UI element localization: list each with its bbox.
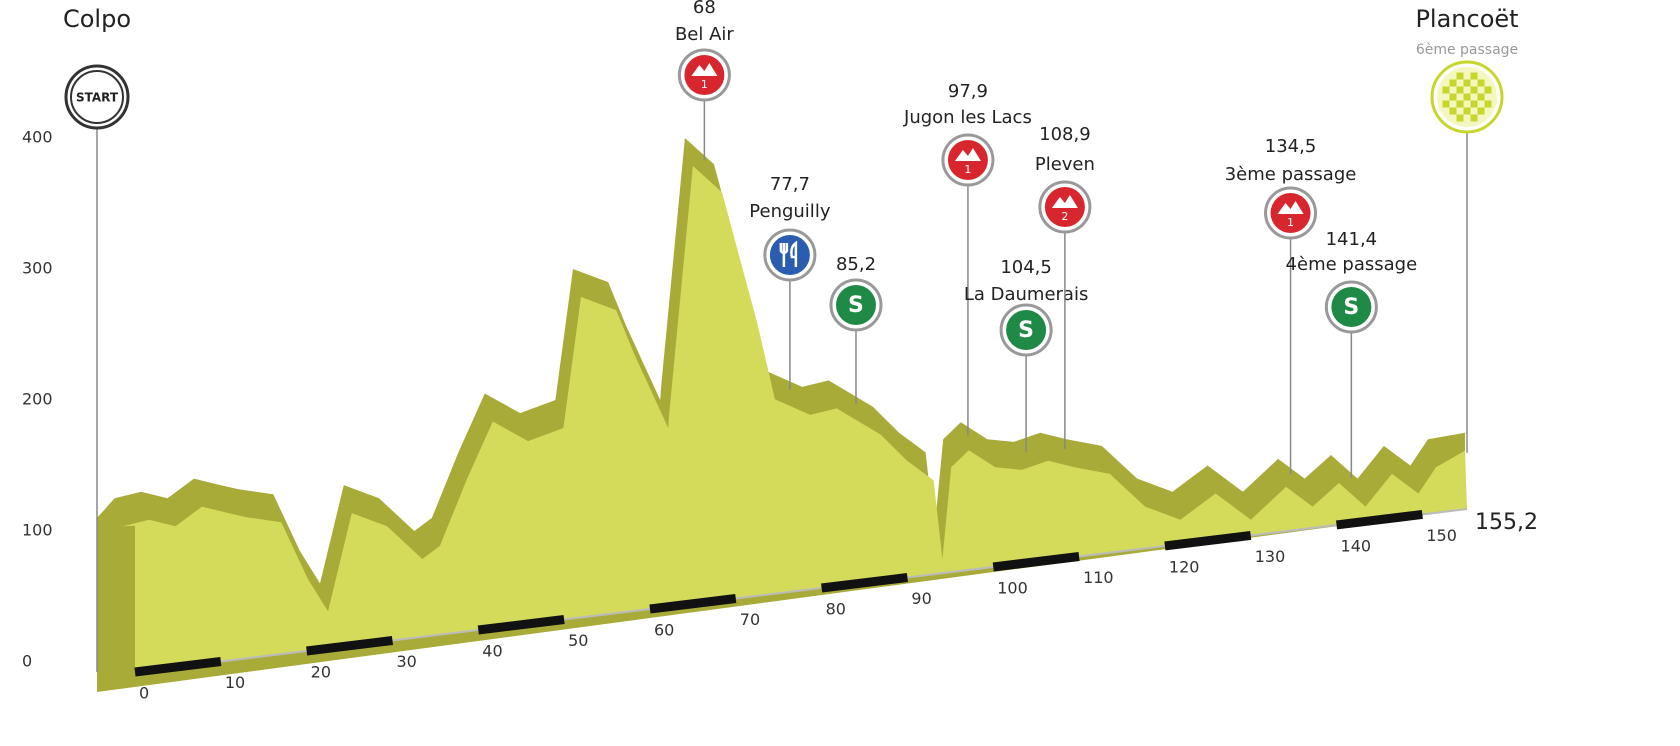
- profile-front-face: [122, 166, 1468, 672]
- checker: [1470, 72, 1478, 80]
- marker: 1 134,5 3ème passage: [1225, 136, 1357, 475]
- marker-name: Penguilly: [749, 201, 831, 222]
- distance-label: 155,2: [1475, 510, 1538, 535]
- x-tick-label: 90: [911, 589, 931, 608]
- checker: [1449, 79, 1457, 87]
- marker-icon: [70, 70, 124, 124]
- marker-name: Plancoët: [1415, 5, 1518, 33]
- y-tick-label: 300: [22, 259, 53, 278]
- y-tick-label: 200: [22, 390, 53, 409]
- marker: 2 108,9 Pleven: [1035, 124, 1095, 449]
- marker-km: 134,5: [1265, 136, 1317, 157]
- marker-name: 3ème passage: [1225, 164, 1357, 185]
- x-tick-label: 40: [482, 641, 502, 660]
- marker: S 141,4 4ème passage: [1286, 229, 1418, 479]
- ground-segment: [821, 573, 908, 593]
- marker-km: 108,9: [1039, 124, 1091, 145]
- marker: S 85,2: [829, 254, 883, 404]
- x-tick-label: 60: [654, 620, 674, 639]
- checker: [1477, 107, 1485, 115]
- climb-symbol: [1277, 201, 1304, 214]
- marker-name: La Daumerais: [964, 284, 1089, 305]
- x-tick-label: 70: [740, 610, 760, 629]
- y-tick-label: 0: [22, 652, 32, 671]
- checker: [1456, 114, 1464, 122]
- ground-segment: [1335, 509, 1423, 530]
- checker: [1456, 100, 1464, 108]
- y-tick-label: 400: [22, 128, 53, 147]
- marker: 77,7 Penguilly: [749, 174, 831, 390]
- checker: [1484, 86, 1492, 94]
- checker: [1456, 86, 1464, 94]
- x-tick-label: 130: [1255, 547, 1286, 566]
- x-tick-label: 150: [1426, 526, 1457, 545]
- marker-note: 6ème passage: [1416, 42, 1518, 58]
- climb-category: 2: [1061, 210, 1068, 223]
- checker: [1456, 72, 1464, 80]
- x-tick-label: 110: [1083, 568, 1114, 587]
- marker-km: 104,5: [1000, 257, 1052, 278]
- ground-segment: [1164, 530, 1252, 551]
- marker-km: 77,7: [770, 174, 810, 195]
- y-tick-label: 100: [22, 521, 53, 540]
- x-tick-label: 80: [826, 599, 846, 618]
- checker: [1463, 107, 1471, 115]
- marker-icon: [1331, 287, 1372, 327]
- marker-name: Colpo: [63, 5, 131, 33]
- ground-segment: [134, 657, 222, 677]
- marker-km: 97,9: [948, 81, 988, 102]
- climb-symbol: [1051, 195, 1078, 208]
- marker: START Colpo: [63, 5, 131, 672]
- marker: Plancoët 6ème passage: [1415, 5, 1519, 453]
- checker: [1442, 100, 1450, 108]
- checker: [1449, 107, 1457, 115]
- x-tick-label: 120: [1169, 557, 1200, 576]
- checker: [1463, 79, 1471, 87]
- marker-km: 68: [693, 0, 716, 18]
- marker-km: 141,4: [1326, 229, 1378, 250]
- ground-segment: [306, 636, 394, 656]
- checker: [1484, 100, 1492, 108]
- x-tick-label: 100: [997, 578, 1028, 597]
- marker-name: Bel Air: [675, 24, 734, 45]
- checker: [1470, 100, 1478, 108]
- checker: [1449, 93, 1457, 101]
- ground-segment: [992, 552, 1080, 572]
- marker: S 104,5 La Daumerais: [964, 257, 1089, 453]
- marker-icon: [1006, 310, 1047, 350]
- x-tick-label: 10: [225, 673, 245, 692]
- checker: [1463, 93, 1471, 101]
- climb-symbol: [954, 148, 981, 161]
- x-tick-label: 20: [311, 662, 331, 681]
- x-tick-label: 30: [396, 652, 416, 671]
- marker: 1 97,9 Jugon les Lacs: [903, 81, 1032, 436]
- checker: [1470, 114, 1478, 122]
- marker-symbol: S: [1343, 295, 1359, 320]
- marker-symbol: START: [76, 91, 119, 105]
- climb-category: 1: [1287, 216, 1294, 229]
- feed-symbol: [779, 240, 798, 267]
- ground-segment: [477, 615, 565, 635]
- marker-symbol: S: [1018, 318, 1034, 343]
- checker: [1477, 79, 1485, 87]
- x-tick-label: 50: [568, 631, 588, 650]
- marker-km: 85,2: [836, 254, 876, 275]
- ground-segment: [649, 594, 737, 614]
- checker: [1477, 93, 1485, 101]
- climb-category: 1: [701, 78, 708, 91]
- marker-name: Jugon les Lacs: [903, 107, 1032, 128]
- marker-name: 4ème passage: [1286, 254, 1418, 275]
- climb-category: 1: [964, 163, 971, 176]
- marker-icon: [835, 285, 876, 325]
- checker: [1442, 86, 1450, 94]
- marker-icon: [769, 235, 810, 275]
- marker-symbol: S: [848, 293, 864, 318]
- marker: 1 68 Bel Air: [675, 0, 734, 161]
- x-tick-label: 0: [139, 684, 149, 703]
- x-tick-label: 140: [1341, 536, 1372, 555]
- climb-symbol: [691, 63, 718, 76]
- checker: [1470, 86, 1478, 94]
- marker-name: Pleven: [1035, 154, 1095, 175]
